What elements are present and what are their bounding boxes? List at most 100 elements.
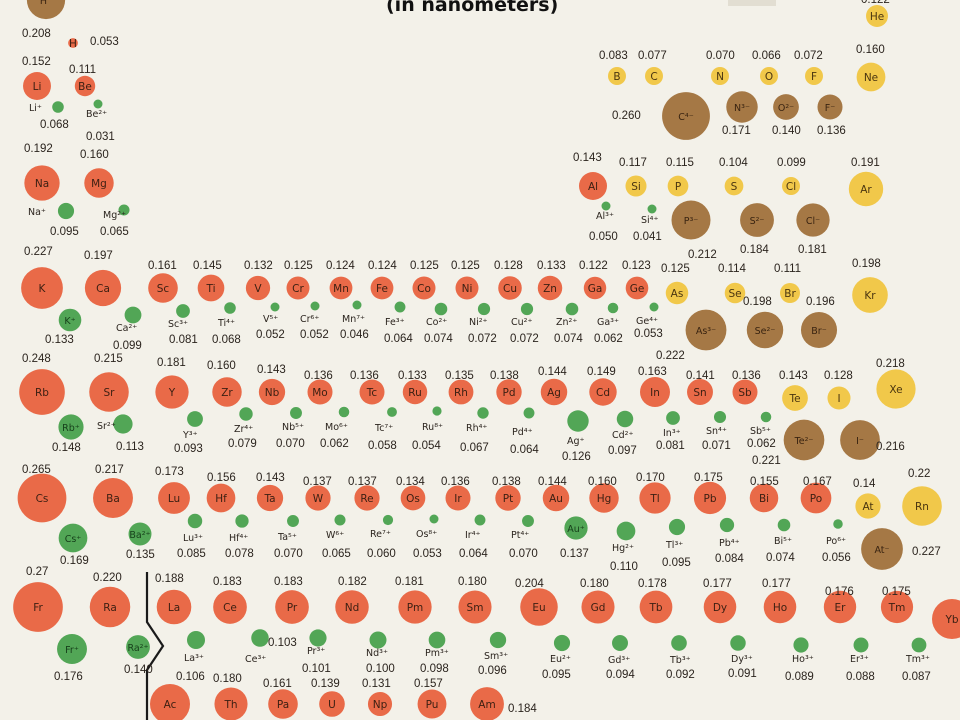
atom-re: Re — [354, 485, 380, 511]
cation-rh-plus-symbol: Rh⁴⁺ — [466, 423, 488, 434]
atom-np-circle — [367, 691, 393, 717]
cation-po-plus — [833, 519, 843, 529]
anion-te-minus-radius: 0.221 — [752, 455, 781, 467]
atom-ra: Ra — [89, 586, 131, 628]
atom-co-radius: 0.125 — [410, 260, 439, 272]
atom-os: Os — [400, 485, 426, 511]
atom-yb-circle — [932, 599, 960, 639]
cation-zn-plus-symbol: Zn²⁺ — [556, 317, 578, 328]
cation-sm-plus-symbol: Sm³⁺ — [484, 651, 509, 662]
cation-al-plus-symbol: Al³⁺ — [596, 211, 614, 222]
atom-am-symbol: Am — [478, 699, 495, 711]
atom-po-circle — [800, 482, 832, 514]
atom-br-symbol: Br — [784, 288, 796, 300]
cation-fe-plus-circle — [394, 301, 406, 313]
atom-rh-circle — [448, 379, 474, 405]
atom-be: Be — [74, 75, 96, 97]
atom-fr: Fr — [13, 582, 63, 632]
atom-ce-radius: 0.183 — [213, 576, 242, 588]
atom-w-symbol: W — [313, 493, 324, 505]
atom-fr-radius: 0.27 — [26, 566, 49, 578]
cation-tm-plus — [911, 637, 927, 653]
atom-h-symbol: H — [69, 38, 77, 50]
cation-rh-plus — [477, 407, 489, 419]
cation-fr-plus-radius: 0.176 — [54, 671, 83, 683]
atom-as-symbol: As — [671, 288, 684, 300]
cation-lu-plus-symbol: Lu³⁺ — [183, 533, 203, 544]
atom-f-symbol: F — [811, 71, 817, 83]
atom-pa-circle — [268, 689, 298, 719]
atom-ge-symbol: Ge — [630, 283, 645, 295]
cation-mg-plus-circle — [118, 204, 130, 216]
cation-nb-plus-circle — [290, 407, 302, 419]
cation-cu-plus — [520, 302, 534, 316]
cation-sc-plus-symbol: Sc³⁺ — [168, 319, 189, 330]
atom-ra-radius: 0.220 — [93, 572, 122, 584]
atom-ar-radius: 0.191 — [851, 157, 880, 169]
cation-ho-plus-circle — [793, 637, 809, 653]
cation-ir-plus — [474, 514, 486, 526]
cation-ge-plus-symbol: Ge⁴⁺ — [636, 316, 659, 327]
atom-se: Se — [724, 282, 746, 304]
atom-tb-circle — [639, 590, 673, 624]
cation-nb-plus-radius: 0.070 — [276, 438, 305, 450]
atom-kr-circle — [852, 277, 888, 313]
cation-y-plus — [187, 411, 203, 427]
anion-te-minus: Te²⁻ — [783, 419, 825, 461]
cation-cr-plus-circle — [310, 301, 320, 311]
cation-bi-plus — [777, 518, 791, 532]
atom-pb-symbol: Pb — [704, 493, 717, 505]
atom-ti-circle — [197, 274, 225, 302]
cation-k-plus-circle — [58, 308, 82, 332]
atom-si-radius: 0.117 — [619, 157, 647, 169]
cation-zr-plus-radius: 0.079 — [228, 438, 257, 450]
atom-tl-circle — [639, 482, 671, 514]
atom-nd-circle — [335, 590, 369, 624]
cation-w-plus-circle — [334, 514, 346, 526]
cation-lu-plus-circle — [187, 513, 203, 529]
atom-f-radius: 0.072 — [794, 50, 823, 62]
anion-cl-minus: Cl⁻ — [796, 203, 830, 237]
atom-ti-symbol: Ti — [205, 283, 215, 295]
atom-rb-radius: 0.248 — [22, 353, 51, 365]
cation-la-plus — [186, 630, 206, 650]
anion-f-minus-circle — [817, 94, 843, 120]
cation-lu-plus — [187, 513, 203, 529]
cation-ca-plus-symbol: Ca²⁺ — [116, 323, 138, 334]
cation-bi-plus-symbol: Bi⁵⁺ — [774, 536, 792, 547]
cation-os-plus-symbol: Os⁸⁺ — [416, 529, 438, 540]
cation-rh-plus-circle — [477, 407, 489, 419]
cation-ce-plus-symbol: Ce³⁺ — [245, 654, 267, 665]
cation-sb-plus — [760, 411, 772, 423]
atom-s-symbol: S — [731, 181, 738, 193]
cation-gd-plus-symbol: Gd³⁺ — [608, 655, 631, 666]
cation-pm-plus — [428, 631, 446, 649]
atom-rb-circle — [19, 369, 65, 415]
cation-ti-plus-radius: 0.068 — [212, 334, 241, 346]
atom-ru-symbol: Ru — [408, 387, 421, 399]
atom-zr-radius: 0.160 — [207, 360, 236, 372]
atom-ce-symbol: Ce — [223, 602, 237, 614]
cation-tl-plus-radius: 0.095 — [662, 557, 691, 569]
atom-f-circle — [805, 67, 823, 85]
cation-er-plus-radius: 0.088 — [846, 671, 875, 683]
anion-cl-minus-symbol: Cl⁻ — [806, 216, 820, 227]
atom-mo-symbol: Mo — [312, 387, 327, 399]
atom-b-symbol: B — [613, 71, 620, 83]
cation-in-plus-circle — [666, 411, 680, 425]
cation-v-plus-circle — [270, 302, 280, 312]
cation-sc-plus-circle — [176, 304, 190, 318]
cation-fr-plus-symbol: Fr⁺ — [65, 645, 79, 656]
atom-ba-symbol: Ba — [106, 493, 120, 505]
cation-zn-plus — [565, 302, 579, 316]
atom-ni-radius: 0.125 — [451, 260, 480, 272]
atom-ta-symbol: Ta — [263, 493, 275, 505]
atom-eu-symbol: Eu — [532, 602, 545, 614]
atom-h-radius: 0.053 — [90, 36, 119, 48]
cation-eu-plus-symbol: Eu²⁺ — [550, 654, 571, 665]
cation-ir-plus-circle — [474, 514, 486, 526]
cation-ir-plus-symbol: Ir⁴⁺ — [465, 530, 481, 541]
cation-ca-plus-circle — [124, 306, 142, 324]
cation-in-plus — [666, 411, 680, 425]
cation-po-plus-symbol: Po⁶⁺ — [826, 536, 847, 547]
